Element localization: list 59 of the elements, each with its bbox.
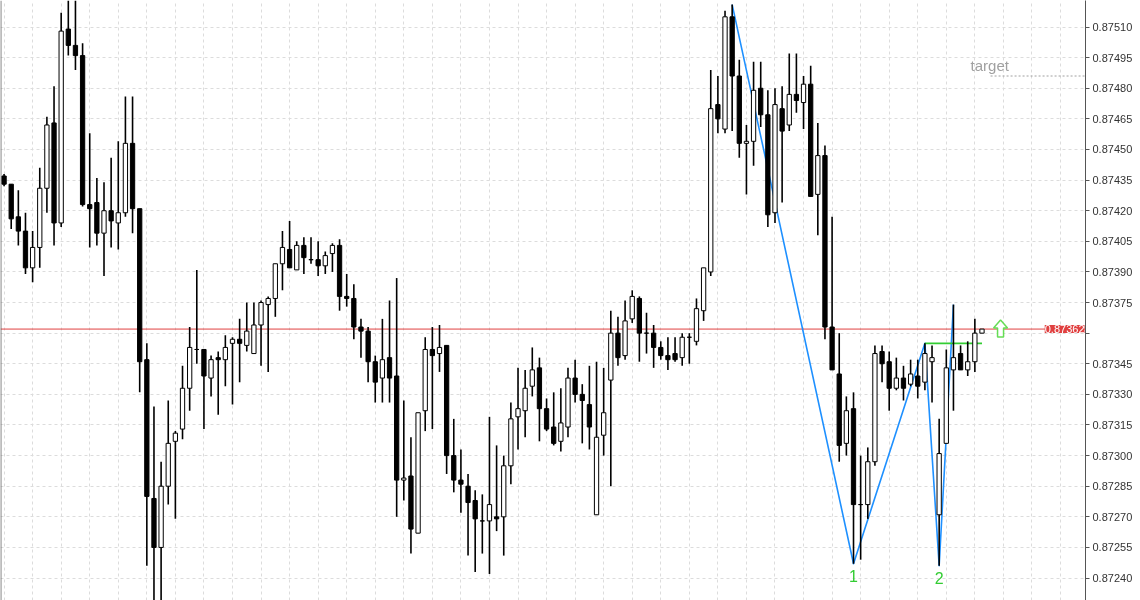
candlestick — [543, 397, 550, 432]
candlestick — [329, 242, 336, 273]
candlestick — [286, 220, 293, 269]
candlestick — [629, 289, 635, 324]
y-tick-label: 0.87510 — [1092, 21, 1133, 34]
candlestick — [529, 346, 535, 398]
candlestick — [551, 391, 557, 447]
y-tick-label: 0.87420 — [1092, 204, 1133, 217]
y-tick-label: 0.87315 — [1092, 418, 1133, 431]
candlestick — [458, 448, 464, 514]
y-tick-label: 0.87285 — [1092, 480, 1133, 493]
y-tick-label: 0.87255 — [1092, 541, 1133, 554]
annotation: 2 — [934, 569, 944, 587]
ref-line-label: target — [970, 57, 1010, 75]
candlestick — [651, 324, 657, 369]
candlestick — [15, 189, 21, 247]
y-tick-label: 0.87345 — [1092, 357, 1133, 370]
candlestick — [793, 52, 800, 114]
y-tick-label: 0.87240 — [1092, 572, 1133, 585]
y-tick-label: 0.87270 — [1092, 510, 1133, 523]
y-tick-label: 0.87375 — [1092, 296, 1133, 309]
candlestick — [493, 444, 500, 532]
y-tick-label: 0.87495 — [1092, 51, 1133, 64]
candlestick — [72, 0, 79, 71]
y-tick-label: 0.87450 — [1092, 143, 1133, 156]
candlestick — [586, 365, 593, 451]
candlestick — [222, 334, 228, 388]
y-tick-label: 0.87435 — [1092, 174, 1133, 187]
y-tick-label: 0.87330 — [1092, 388, 1133, 401]
y-tick-label: 0.87480 — [1092, 82, 1133, 95]
candlestick — [65, 0, 71, 57]
candlestick — [957, 344, 964, 371]
candlestick — [29, 230, 36, 283]
y-tick-label: 0.87405 — [1092, 235, 1133, 248]
candlestick — [386, 299, 393, 404]
candlestick — [379, 318, 386, 404]
candlestick — [965, 340, 971, 377]
candlestick — [800, 75, 807, 130]
ref-line-label: 0.87362 — [1044, 323, 1085, 336]
candlestick — [601, 367, 607, 457]
y-tick-label: 0.87300 — [1092, 449, 1133, 462]
candlestick — [907, 358, 914, 388]
y-tick-label: 0.87465 — [1092, 112, 1133, 125]
candlestick — [372, 354, 378, 404]
candlestick — [279, 230, 286, 292]
candlestick — [229, 336, 236, 406]
candlestick — [950, 303, 957, 412]
candlestick — [236, 318, 243, 383]
candlestick — [436, 324, 443, 373]
candlestick — [358, 318, 364, 359]
y-tick-label: 0.87390 — [1092, 265, 1133, 278]
candlestick — [743, 124, 750, 196]
candlestick — [344, 273, 350, 308]
candlestick — [172, 430, 179, 520]
candlestick — [900, 365, 907, 402]
annotation: 1 — [849, 567, 859, 585]
candlestick — [893, 356, 899, 392]
candlestick — [486, 416, 493, 575]
candlestick — [429, 326, 435, 430]
